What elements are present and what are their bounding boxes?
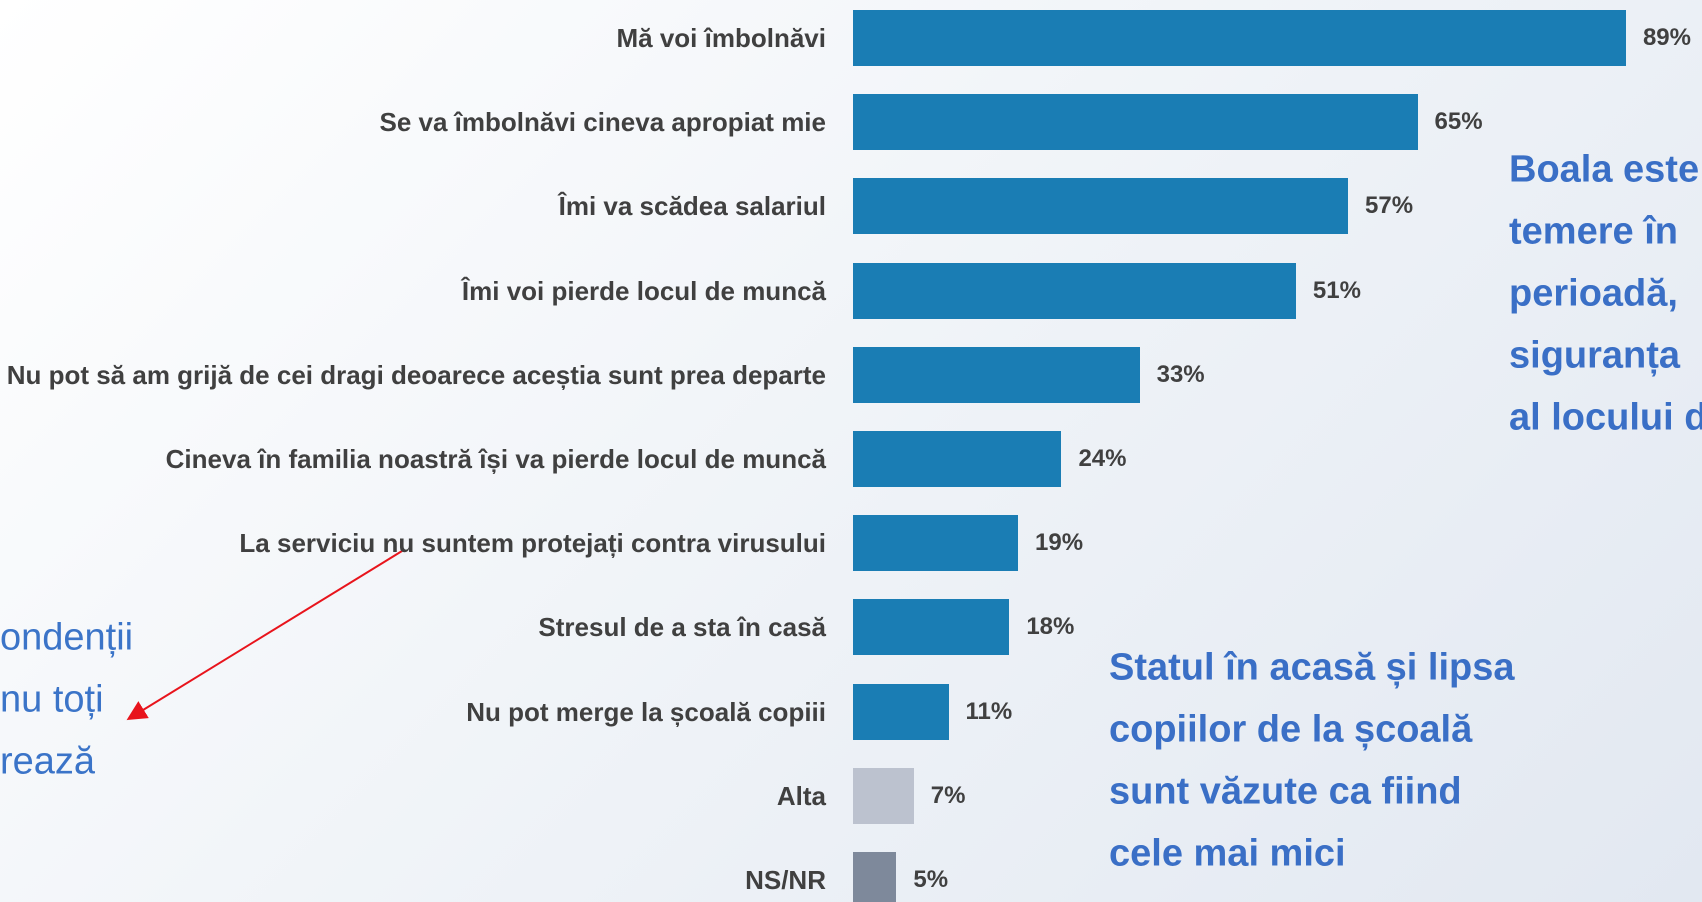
category-label: La serviciu nu suntem protejați contra v… [239, 528, 826, 559]
category-label: Nu pot merge la școală copiii [466, 696, 826, 727]
value-label: 33% [1156, 360, 1205, 388]
annotation: copiilor de la școală [1109, 708, 1473, 751]
bar [853, 852, 897, 902]
annotation: al locului d [1509, 396, 1702, 439]
arrow [126, 550, 403, 721]
annotation: nu toți [0, 678, 104, 721]
bar [853, 599, 1010, 656]
category-label: Îmi va scădea salariul [558, 191, 826, 222]
category-label: Cineva în familia noastră își va pierde … [165, 444, 826, 474]
bar [853, 515, 1018, 572]
annotation: rează [0, 740, 96, 783]
value-label: 24% [1078, 445, 1127, 472]
category-label: Îmi voi pierde locul de muncă [461, 275, 826, 306]
bar [853, 262, 1296, 319]
bar [853, 346, 1140, 403]
value-label: 5% [913, 866, 949, 893]
category-label: Mă voi îmbolnăvi [616, 23, 827, 53]
annotation: siguranța [1509, 334, 1681, 377]
bar [853, 431, 1062, 487]
annotation: temere în [1509, 210, 1678, 253]
annotation: perioadă, [1509, 272, 1678, 315]
category-label: Nu pot să am grijă de cei dragi deoarece… [6, 359, 826, 390]
category-label: Alta [776, 780, 826, 811]
bar [853, 767, 914, 824]
value-label: 65% [1434, 108, 1483, 136]
value-label: 89% [1642, 24, 1691, 51]
bar [853, 10, 1626, 66]
category-label: Se va îmbolnăvi cineva apropiat mie [379, 107, 826, 138]
bar [853, 94, 1418, 151]
bar [853, 178, 1349, 235]
annotation: Boala este [1509, 148, 1700, 191]
value-label: 57% [1365, 192, 1414, 220]
annotation: sunt văzute ca fiind [1109, 770, 1462, 813]
category-label: NS/NR [745, 865, 826, 895]
value-label: 51% [1312, 276, 1361, 304]
value-label: 7% [930, 781, 966, 809]
annotation: Statul în acasă și lipsa [1109, 646, 1515, 689]
bar [853, 683, 949, 740]
value-label: 19% [1035, 529, 1084, 557]
value-label: 18% [1026, 613, 1075, 641]
annotation: cele mai mici [1109, 832, 1346, 875]
category-label: Stresul de a sta în casă [538, 612, 826, 643]
annotation: ondenții [0, 616, 134, 659]
value-label: 11% [965, 697, 1013, 725]
